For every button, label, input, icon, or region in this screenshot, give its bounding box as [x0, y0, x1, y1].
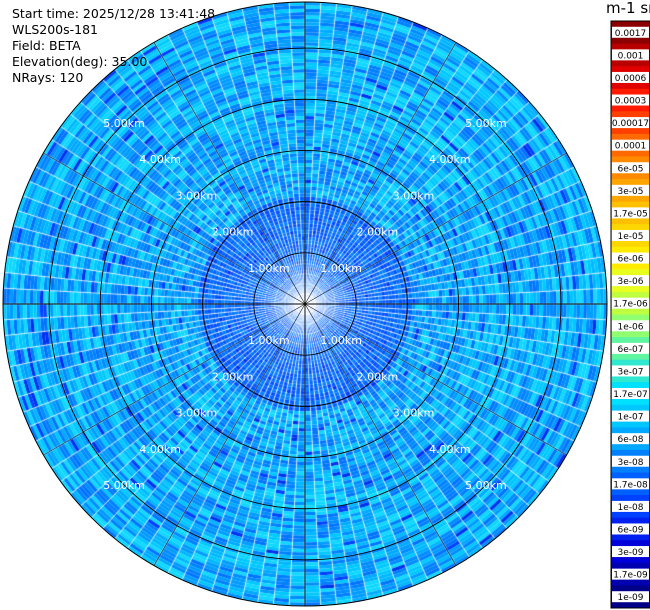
- colorbar-tick-label: 0.0006: [615, 74, 647, 84]
- range-ring: [253, 252, 357, 356]
- colorbar-label-bg: [612, 252, 649, 264]
- ring-label: 3.00km: [176, 189, 218, 202]
- instrument-id: WLS200s-181: [12, 22, 98, 37]
- colorbar-tick-label: 0.0001: [615, 142, 647, 152]
- colorbar-label-bg: [612, 342, 649, 354]
- nrays: NRays: 120: [12, 70, 84, 85]
- colorbar-label-bg: [612, 207, 649, 219]
- colorbar-tick-label: 0.00017: [612, 119, 649, 129]
- colorbar-tick-label: 6e-07: [618, 345, 644, 355]
- colorbar-label-bg: [612, 478, 649, 490]
- ring-label: 5.00km: [103, 479, 145, 492]
- outer-boundary: [2, 1, 608, 607]
- range-ring: [150, 149, 460, 459]
- colorbar-tick-label: 1.7e-05: [613, 209, 648, 219]
- colorbar-tick-label: 1e-06: [618, 322, 644, 332]
- ring-label: 1.00km: [320, 334, 362, 347]
- azimuth-line: [304, 152, 567, 305]
- ring-label: 2.00km: [357, 226, 399, 239]
- colorbar-tick-label: 3e-09: [618, 548, 644, 558]
- colorbar-label-bg: [612, 591, 649, 603]
- colorbar-tick-label: 3e-05: [618, 187, 644, 197]
- colorbar-label-bg: [612, 500, 649, 512]
- colorbar-label-bg: [612, 71, 649, 83]
- colorbar-border: [610, 20, 650, 609]
- colorbar-tick-label: 0.001: [618, 51, 644, 61]
- colorbar-label-bg: [612, 320, 649, 332]
- colorbar-label-bg: [612, 388, 649, 400]
- ring-label: 1.00km: [248, 262, 290, 275]
- ring-label: 4.00km: [429, 443, 471, 456]
- colorbar-tick-label: 1e-07: [618, 413, 644, 423]
- ring-label: 3.00km: [393, 189, 435, 202]
- colorbar-tick-label: 1e-09: [618, 593, 644, 603]
- colorbar-tick-label: 6e-09: [618, 525, 644, 535]
- ring-label: 2.00km: [212, 370, 254, 383]
- ring-label: 1.00km: [320, 262, 362, 275]
- colorbar-label-bg: [612, 229, 649, 241]
- colorbar-tick-label: 0.0003: [615, 97, 647, 107]
- colorbar-label-bg: [612, 26, 649, 38]
- range-ring: [202, 201, 408, 407]
- ring-label: 5.00km: [465, 117, 507, 130]
- colorbar-label-bg: [612, 523, 649, 535]
- colorbar-label-bg: [612, 297, 649, 309]
- ring-label: 3.00km: [176, 407, 218, 420]
- colorbar-tick-label: 0.0017: [615, 29, 647, 39]
- azimuth-line: [304, 42, 457, 305]
- azimuth-line: [43, 303, 306, 456]
- colorbar-tick-label: 6e-08: [618, 435, 644, 445]
- ring-label: 2.00km: [357, 370, 399, 383]
- start-time: Start time: 2025/12/28 13:41:48: [12, 6, 216, 21]
- colorbar-label-bg: [612, 455, 649, 467]
- colorbar-label-bg: [612, 433, 649, 445]
- range-ring: [48, 47, 562, 561]
- colorbar-tick-label: 1.7e-09: [613, 571, 648, 581]
- ring-label: 4.00km: [429, 153, 471, 166]
- colorbar-tick-label: 1.7e-08: [613, 480, 648, 490]
- colorbar-label-bg: [612, 275, 649, 287]
- ring-label: 4.00km: [139, 153, 181, 166]
- colorbar-title: m-1 sr-1: [606, 0, 650, 17]
- colorbar-tick-label: 6e-05: [618, 164, 644, 174]
- colorbar-tick-label: 1e-05: [618, 232, 644, 242]
- azimuth-line: [43, 152, 306, 305]
- colorbar-label-bg: [612, 139, 649, 151]
- colorbar-tick-label: 1.7e-07: [613, 390, 648, 400]
- colorbar-tick-label: 1e-08: [618, 503, 644, 513]
- ring-label: 5.00km: [103, 117, 145, 130]
- colorbar-label-bg: [612, 117, 649, 129]
- colorbar-label-bg: [612, 49, 649, 61]
- colorbar-label-bg: [612, 184, 649, 196]
- colorbar-tick-label: 3e-06: [618, 277, 644, 287]
- ring-label: 1.00km: [248, 334, 290, 347]
- colorbar-label-bg: [612, 410, 649, 422]
- field-name: Field: BETA: [12, 38, 81, 53]
- colorbar-label-bg: [612, 546, 649, 558]
- colorbar-label-bg: [612, 568, 649, 580]
- colorbar-label-bg: [612, 162, 649, 174]
- colorbar-label-bg: [612, 365, 649, 377]
- range-rings: 1.00km 1.00km 1.00km 1.00km 2.00km 2.00km 2.00…: [2, 1, 608, 607]
- colorbar: 0.0017 0.001 0.0006 0.0003 0.00017 0.0001 6e-0…: [610, 20, 650, 609]
- ring-label: 2.00km: [212, 226, 254, 239]
- colorbar-tick-label: 6e-06: [618, 255, 644, 265]
- range-ring: [99, 98, 511, 510]
- azimuth-line: [153, 42, 306, 305]
- ring-label: 3.00km: [393, 407, 435, 420]
- ring-label: 4.00km: [139, 443, 181, 456]
- ring-label: 5.00km: [465, 479, 507, 492]
- colorbar-tick-label: 3e-08: [618, 458, 644, 468]
- colorbar-tick-label: 3e-07: [618, 367, 644, 377]
- colorbar-tick-label: 1.7e-06: [613, 300, 648, 310]
- azimuth-line: [304, 303, 457, 566]
- colorbar-label-bg: [612, 94, 649, 106]
- azimuth-line: [304, 303, 567, 456]
- azimuth-line: [153, 303, 306, 566]
- elevation: Elevation(deg): 35.00: [12, 54, 148, 69]
